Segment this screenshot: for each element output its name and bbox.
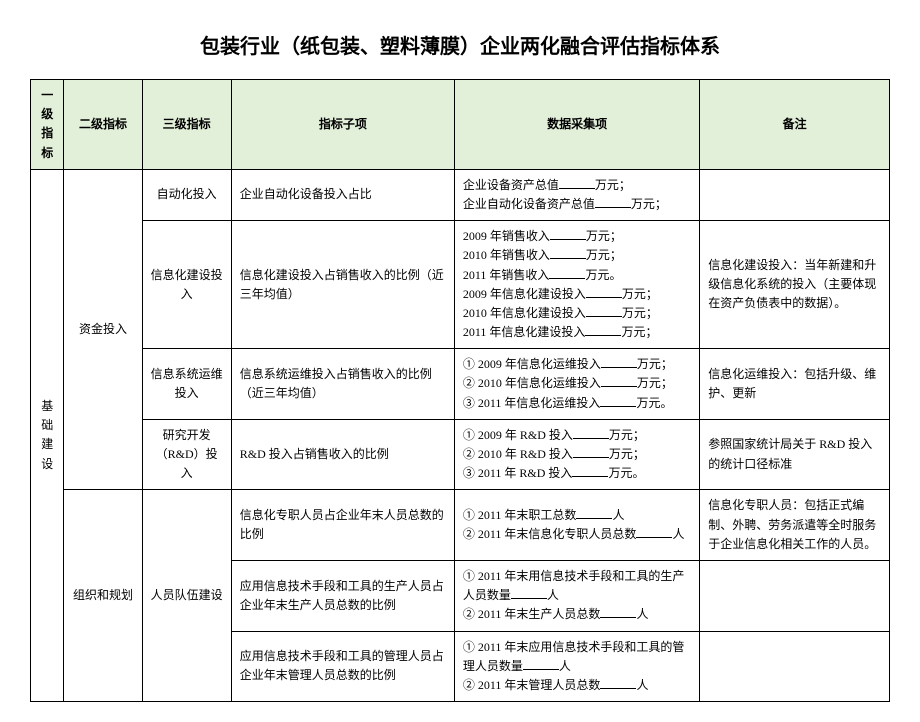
table-row: 基础建设 资金投入 自动化投入 企业自动化设备投入占比 企业设备资产总值万元；企… (31, 169, 890, 220)
note-cell: 参照国家统计局关于 R&D 投入的统计口径标准 (700, 419, 890, 490)
level3-cell: 自动化投入 (142, 169, 231, 220)
data-cell: 2009 年销售收入万元；2010 年销售收入万元；2011 年销售收入万元。2… (454, 221, 699, 349)
data-cell: 企业设备资产总值万元；企业自动化设备资产总值万元； (454, 169, 699, 220)
data-cell: ① 2011 年末用信息技术手段和工具的生产人员数量人② 2011 年末生产人员… (454, 560, 699, 631)
level1-cell: 基础建设 (31, 169, 64, 701)
level3-cell: 研究开发（R&D）投入 (142, 419, 231, 490)
note-cell: 信息化建设投入：当年新建和升级信息化系统的投入（主要体现在资产负债表中的数据）。 (700, 221, 890, 349)
item-cell: 信息系统运维投入占销售收入的比例（近三年均值） (231, 349, 454, 420)
header-level1: 一级指标 (31, 80, 64, 170)
item-cell: 应用信息技术手段和工具的管理人员占企业年末管理人员总数的比例 (231, 631, 454, 702)
item-cell: 应用信息技术手段和工具的生产人员占企业年末生产人员总数的比例 (231, 560, 454, 631)
level2-cell: 组织和规划 (64, 490, 142, 702)
level3-cell: 信息系统运维投入 (142, 349, 231, 420)
indicator-table: 一级指标 二级指标 三级指标 指标子项 数据采集项 备注 基础建设 资金投入 自… (30, 79, 890, 702)
table-header-row: 一级指标 二级指标 三级指标 指标子项 数据采集项 备注 (31, 80, 890, 170)
table-row: 信息化建设投入 信息化建设投入占销售收入的比例（近三年均值） 2009 年销售收… (31, 221, 890, 349)
data-cell: ① 2011 年末应用信息技术手段和工具的管理人员数量人② 2011 年末管理人… (454, 631, 699, 702)
header-level2: 二级指标 (64, 80, 142, 170)
note-cell (700, 560, 890, 631)
level3-cell: 信息化建设投入 (142, 221, 231, 349)
header-data: 数据采集项 (454, 80, 699, 170)
note-cell (700, 631, 890, 702)
item-cell: 信息化专职人员占企业年末人员总数的比例 (231, 490, 454, 561)
level2-cell: 资金投入 (64, 169, 142, 490)
note-cell: 信息化专职人员：包括正式编制、外聘、劳务派遣等全时服务于企业信息化相关工作的人员… (700, 490, 890, 561)
table-row: 研究开发（R&D）投入 R&D 投入占销售收入的比例 ① 2009 年 R&D … (31, 419, 890, 490)
data-cell: ① 2009 年信息化运维投入万元；② 2010 年信息化运维投入万元；③ 20… (454, 349, 699, 420)
table-row: 组织和规划 人员队伍建设 信息化专职人员占企业年末人员总数的比例 ① 2011 … (31, 490, 890, 561)
item-cell: 信息化建设投入占销售收入的比例（近三年均值） (231, 221, 454, 349)
header-note: 备注 (700, 80, 890, 170)
level3-cell: 人员队伍建设 (142, 490, 231, 702)
header-level3: 三级指标 (142, 80, 231, 170)
table-row: 信息系统运维投入 信息系统运维投入占销售收入的比例（近三年均值） ① 2009 … (31, 349, 890, 420)
header-item: 指标子项 (231, 80, 454, 170)
note-cell: 信息化运维投入：包括升级、维护、更新 (700, 349, 890, 420)
item-cell: 企业自动化设备投入占比 (231, 169, 454, 220)
data-cell: ① 2009 年 R&D 投入万元；② 2010 年 R&D 投入万元；③ 20… (454, 419, 699, 490)
item-cell: R&D 投入占销售收入的比例 (231, 419, 454, 490)
data-cell: ① 2011 年末职工总数人② 2011 年末信息化专职人员总数人 (454, 490, 699, 561)
note-cell (700, 169, 890, 220)
page-title: 包装行业（纸包装、塑料薄膜）企业两化融合评估指标体系 (30, 30, 890, 59)
